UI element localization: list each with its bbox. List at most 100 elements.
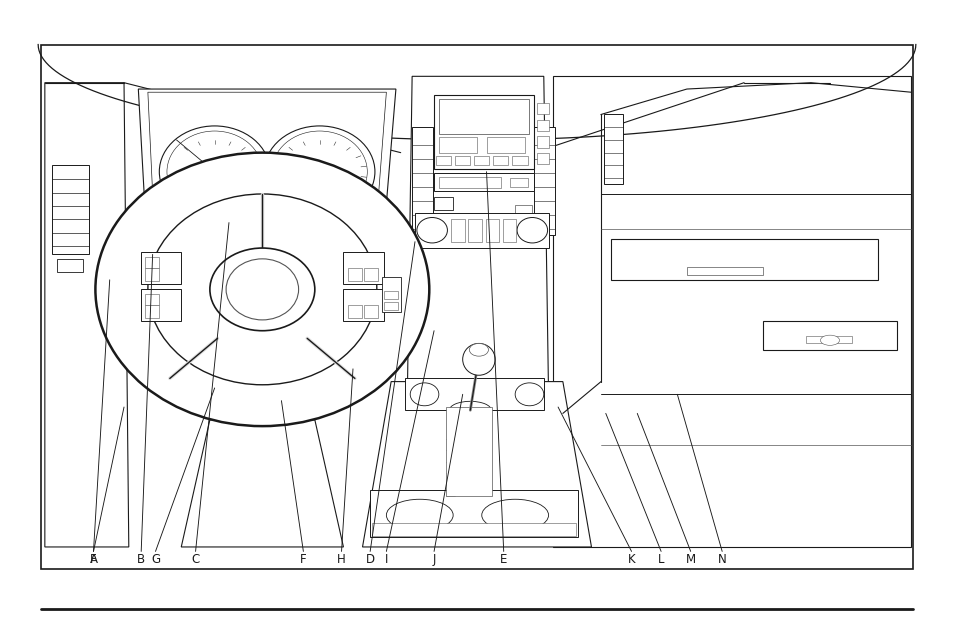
- Bar: [603, 114, 622, 184]
- Ellipse shape: [264, 126, 375, 218]
- Bar: [438, 99, 529, 134]
- Bar: [157, 230, 372, 249]
- Bar: [343, 289, 383, 321]
- Bar: [468, 219, 481, 242]
- Bar: [412, 127, 433, 235]
- Bar: [805, 336, 851, 343]
- Bar: [57, 259, 83, 272]
- Bar: [762, 321, 896, 350]
- Bar: [686, 267, 762, 275]
- Ellipse shape: [469, 343, 488, 356]
- Bar: [145, 305, 159, 318]
- Bar: [486, 137, 524, 153]
- Bar: [52, 165, 89, 254]
- Bar: [348, 268, 361, 281]
- Bar: [348, 305, 361, 318]
- Ellipse shape: [410, 383, 438, 406]
- Bar: [372, 523, 576, 536]
- Bar: [436, 156, 451, 165]
- Text: G: G: [151, 553, 160, 566]
- Bar: [485, 219, 498, 242]
- Bar: [434, 95, 534, 169]
- Ellipse shape: [148, 194, 376, 385]
- Ellipse shape: [517, 218, 547, 243]
- Bar: [515, 205, 532, 214]
- Bar: [281, 235, 305, 247]
- Bar: [167, 235, 191, 247]
- Bar: [243, 235, 267, 247]
- Text: F: F: [300, 553, 306, 566]
- Bar: [405, 378, 543, 410]
- Bar: [41, 45, 912, 569]
- Bar: [502, 219, 516, 242]
- Polygon shape: [181, 350, 343, 420]
- Ellipse shape: [820, 335, 839, 345]
- Ellipse shape: [210, 248, 314, 331]
- Bar: [434, 197, 453, 210]
- Text: K: K: [627, 553, 635, 566]
- Bar: [145, 257, 159, 268]
- Text: H: H: [336, 553, 346, 566]
- Text: E: E: [499, 553, 507, 566]
- Bar: [451, 219, 464, 242]
- Polygon shape: [407, 76, 548, 394]
- Bar: [610, 238, 877, 280]
- Polygon shape: [148, 92, 386, 254]
- Bar: [537, 120, 548, 131]
- Ellipse shape: [449, 401, 491, 419]
- Ellipse shape: [515, 383, 543, 406]
- Bar: [512, 156, 527, 165]
- Bar: [438, 177, 500, 188]
- Text: D: D: [365, 553, 375, 566]
- Ellipse shape: [481, 499, 548, 531]
- Bar: [434, 173, 534, 191]
- Text: B: B: [137, 553, 145, 566]
- Text: C: C: [192, 553, 199, 566]
- Text: N: N: [717, 553, 726, 566]
- Bar: [141, 289, 181, 321]
- Bar: [364, 268, 377, 281]
- Polygon shape: [553, 76, 910, 547]
- Ellipse shape: [167, 131, 262, 212]
- Bar: [319, 235, 343, 247]
- Bar: [537, 153, 548, 164]
- Bar: [141, 252, 181, 284]
- Ellipse shape: [226, 259, 298, 320]
- Bar: [446, 407, 492, 496]
- Ellipse shape: [462, 343, 495, 375]
- Text: J: J: [432, 553, 436, 566]
- Bar: [510, 178, 527, 187]
- Bar: [145, 268, 159, 281]
- Bar: [381, 277, 400, 312]
- Bar: [537, 136, 548, 148]
- Ellipse shape: [95, 153, 429, 426]
- Text: L: L: [658, 553, 663, 566]
- Bar: [534, 127, 555, 235]
- Bar: [383, 302, 397, 310]
- Bar: [493, 156, 508, 165]
- Ellipse shape: [272, 131, 367, 212]
- Polygon shape: [362, 382, 591, 547]
- Bar: [438, 137, 476, 153]
- Bar: [364, 305, 377, 318]
- Bar: [383, 291, 397, 299]
- Polygon shape: [181, 420, 343, 547]
- Bar: [455, 156, 470, 165]
- Bar: [253, 159, 281, 200]
- Bar: [205, 235, 229, 247]
- Text: M: M: [685, 553, 695, 566]
- Bar: [145, 294, 159, 305]
- Text: I: I: [384, 553, 388, 566]
- Bar: [343, 252, 383, 284]
- Bar: [474, 156, 489, 165]
- Text: A: A: [90, 553, 97, 566]
- Polygon shape: [138, 89, 395, 261]
- Ellipse shape: [386, 499, 453, 531]
- Ellipse shape: [416, 218, 447, 243]
- Polygon shape: [45, 83, 129, 547]
- Bar: [537, 103, 548, 114]
- Text: F: F: [91, 553, 96, 566]
- Bar: [415, 213, 548, 248]
- Bar: [370, 490, 578, 537]
- Ellipse shape: [159, 126, 270, 218]
